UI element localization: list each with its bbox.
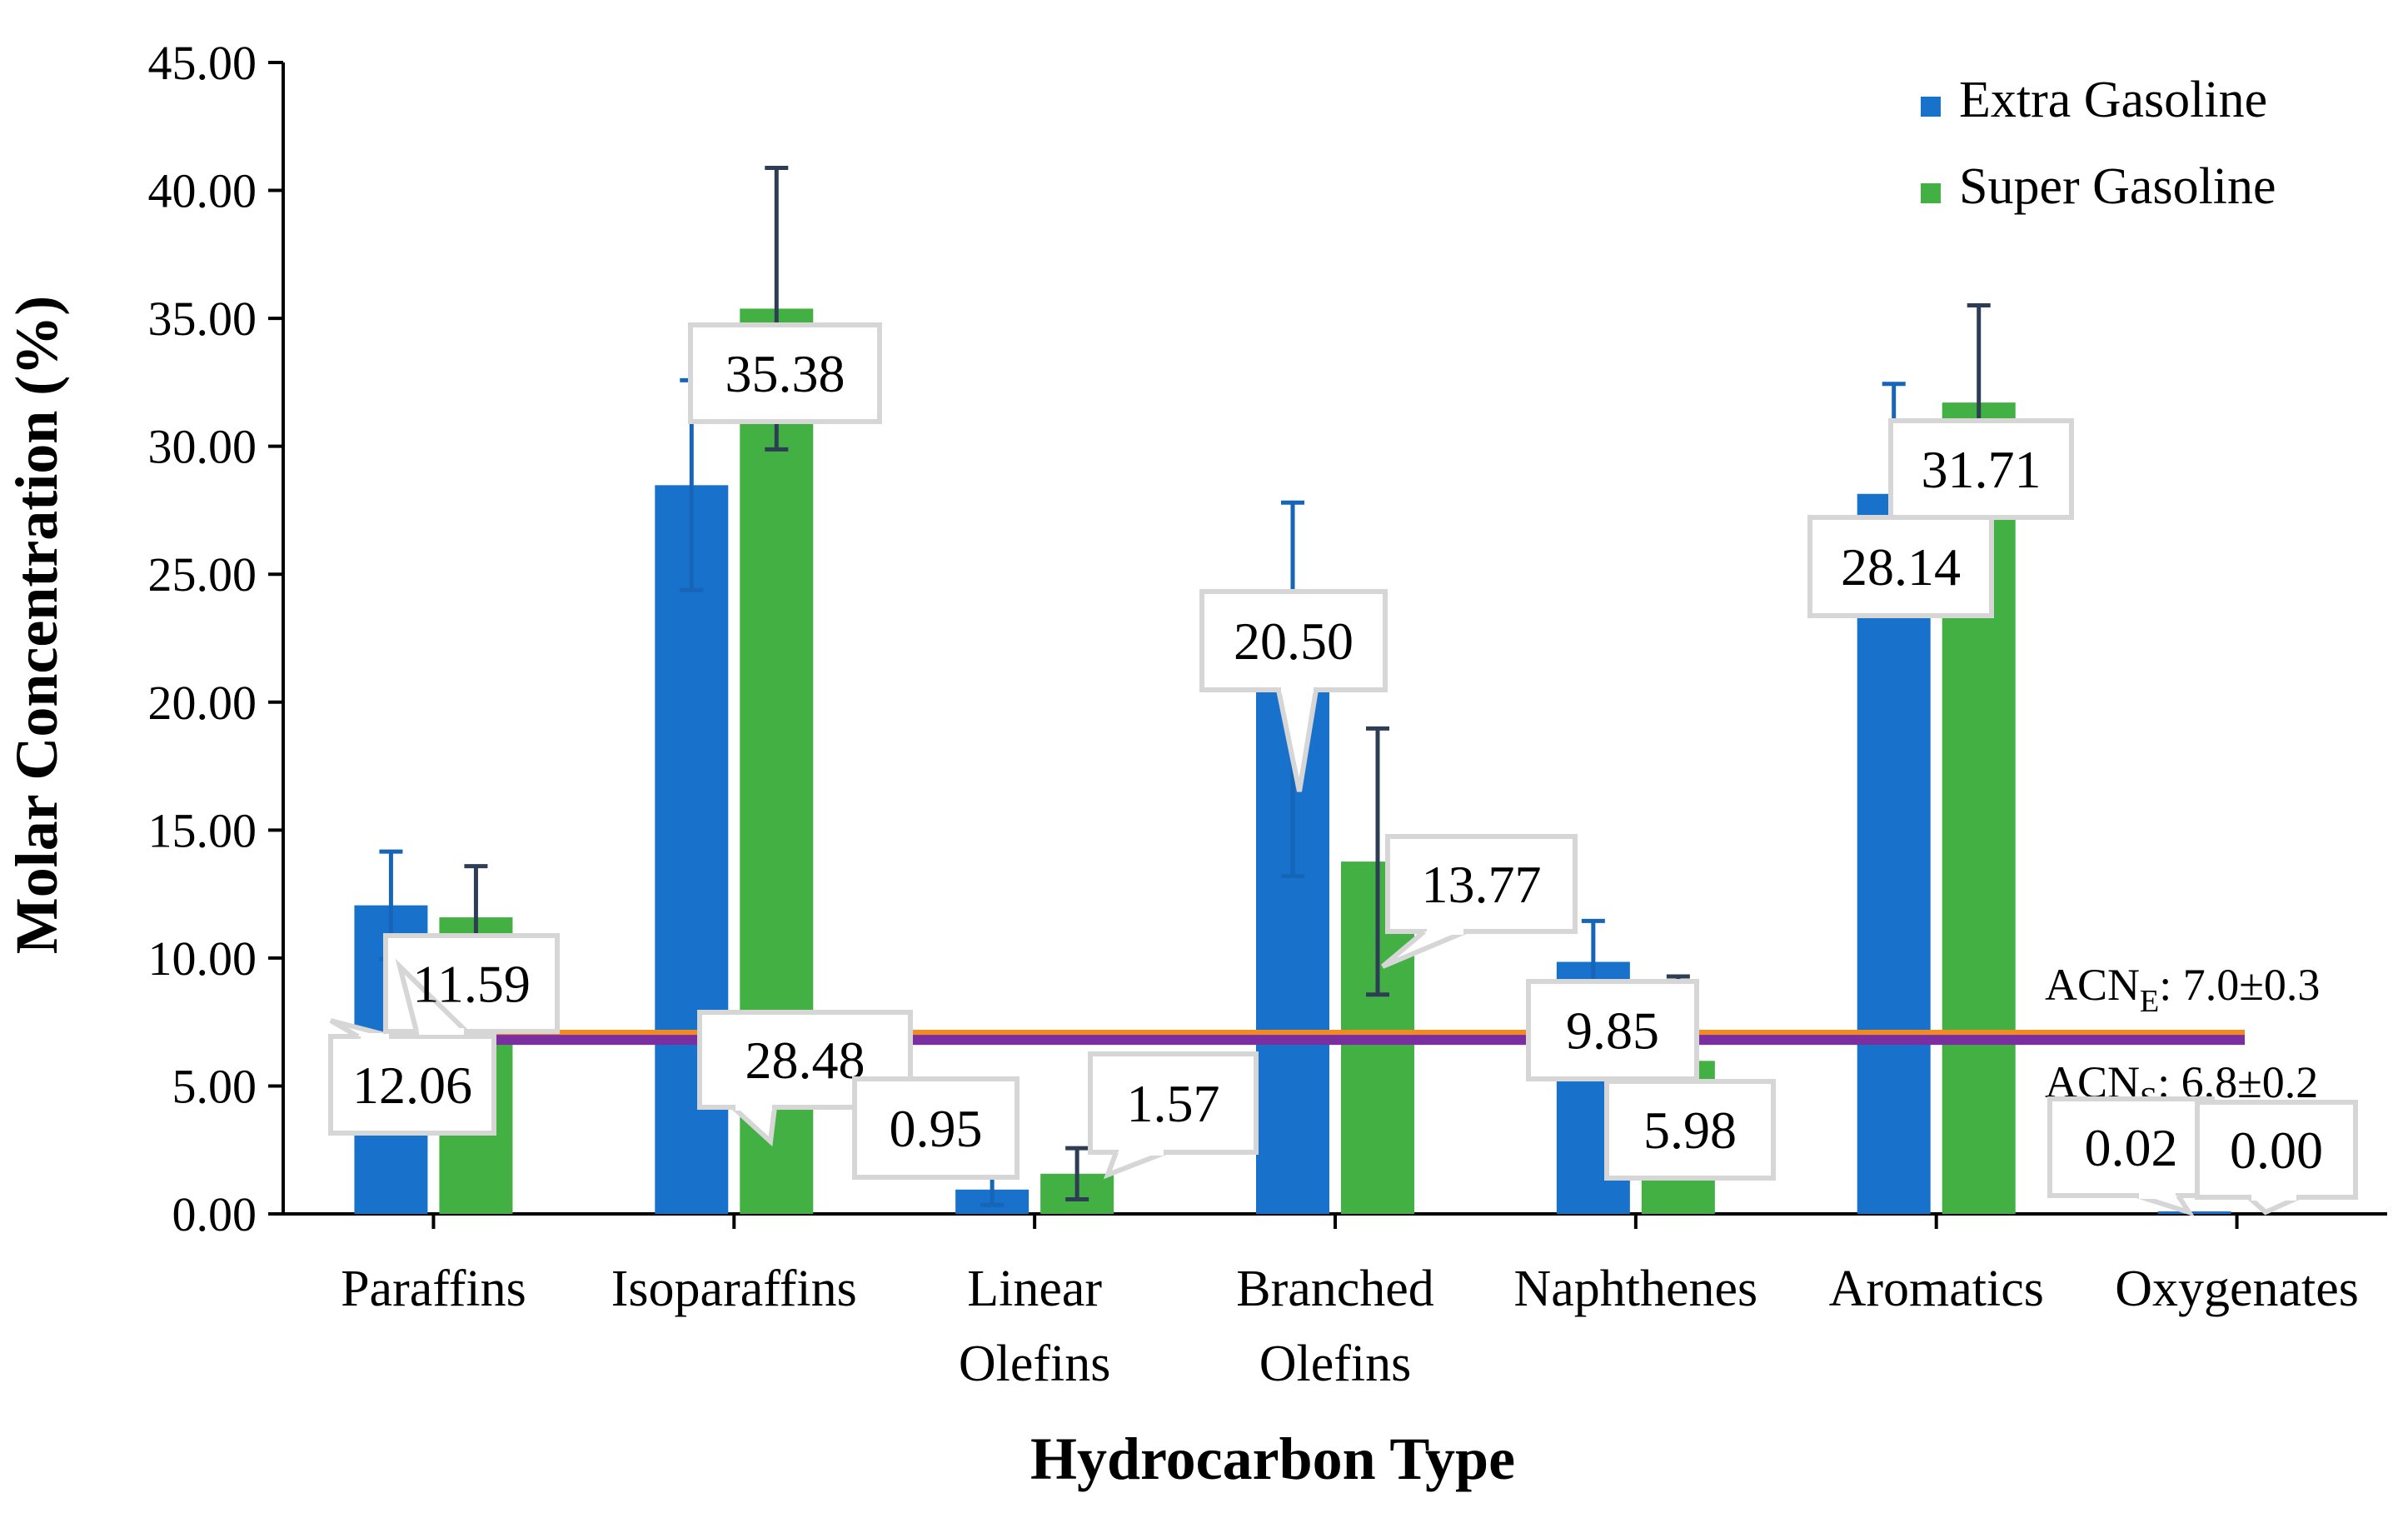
- legend-item: Super Gasoline: [1921, 158, 2276, 215]
- data-label-pointer: [2136, 1193, 2196, 1217]
- data-label-text: 35.38: [725, 344, 845, 403]
- data-label: 35.38: [688, 322, 882, 424]
- x-axis-title: Hydrocarbon Type: [1030, 1426, 1515, 1492]
- data-label: 5.98: [1604, 1079, 1776, 1181]
- y-axis: 0.00 5.00 10.00 15.00 20.00 25.00 30.00 35.00 40…: [148, 36, 285, 1241]
- data-label-text: 5.98: [1643, 1101, 1737, 1160]
- data-label-box: [1088, 1051, 1259, 1155]
- data-label-box: [1888, 418, 2074, 520]
- data-label: 9.85: [1526, 979, 1699, 1081]
- data-label-pointer: [1381, 929, 1468, 969]
- x-axis: Paraffins Isoparaffins Linear Olefins Branch…: [283, 1212, 2387, 1392]
- data-label: 0.02: [2047, 1096, 2215, 1217]
- category-label: Linear: [967, 1261, 1102, 1317]
- data-label-box: [2195, 1100, 2358, 1200]
- data-label: 0.00: [2195, 1100, 2358, 1216]
- data-label: 28.48: [697, 1010, 913, 1147]
- y-tick-label: 0.00: [172, 1187, 257, 1241]
- error-bars-group: [379, 166, 1991, 1207]
- legend-label: Super Gasoline: [1959, 158, 2276, 215]
- data-label: 31.71: [1888, 418, 2074, 520]
- y-tick-label: 20.00: [148, 676, 257, 730]
- data-label-pointer: [1276, 689, 1319, 792]
- category-label: Paraffins: [341, 1261, 526, 1317]
- data-label-box: [1199, 589, 1388, 692]
- data-labels-group: 12.06 28.48 0.95 20.50 9.85 28.14 0.02 11.59 35.…: [328, 322, 2358, 1217]
- data-label: 0.95: [852, 1076, 1020, 1180]
- y-tick-label: 45.00: [148, 36, 257, 90]
- legend: Extra Gasoline Super Gasoline: [1921, 72, 2276, 215]
- data-label-text: 0.00: [2230, 1121, 2323, 1180]
- legend-swatch: [1921, 97, 1941, 117]
- error-bar: [1366, 726, 1389, 997]
- category-label: Isoparaffins: [611, 1261, 857, 1317]
- data-label-text: 0.02: [2085, 1118, 2178, 1177]
- data-label-pointer: [1103, 1150, 1168, 1180]
- y-tick-label: 15.00: [148, 803, 257, 857]
- data-label: 20.50: [1199, 589, 1388, 792]
- data-label-text: 28.14: [1841, 537, 1961, 597]
- data-label-pointer: [730, 1105, 777, 1147]
- category-label: Oxygenates: [2115, 1261, 2359, 1317]
- y-axis-title: Molar Concentration (%): [3, 296, 70, 955]
- data-label-pointer: [395, 958, 469, 1034]
- reference-line-label: ACNE: 7.0±0.3: [2045, 960, 2320, 1019]
- category-label: Aromatics: [1829, 1261, 2044, 1317]
- data-label: 12.06: [328, 1018, 496, 1136]
- error-bar: [1065, 1146, 1089, 1201]
- data-label-box: [852, 1076, 1020, 1180]
- data-label-text: 11.59: [412, 955, 531, 1014]
- data-label: 28.14: [1807, 515, 1994, 618]
- data-label-text: 1.57: [1127, 1074, 1220, 1133]
- y-tick-label: 30.00: [148, 420, 257, 474]
- y-tick-label: 5.00: [172, 1059, 257, 1113]
- legend-item: Extra Gasoline: [1921, 72, 2267, 128]
- legend-swatch: [1921, 183, 1941, 203]
- category-label: Olefins: [1259, 1336, 1412, 1392]
- data-label-box: [328, 1034, 496, 1136]
- legend-label: Extra Gasoline: [1959, 72, 2267, 128]
- y-tick-label: 40.00: [148, 164, 257, 218]
- data-label-text: 0.95: [890, 1099, 983, 1158]
- data-label: 11.59: [383, 933, 560, 1035]
- data-label-pointer: [2246, 1195, 2301, 1216]
- data-label-text: 9.85: [1566, 1001, 1659, 1061]
- y-tick-label: 25.00: [148, 547, 257, 602]
- data-label-box: [688, 322, 882, 424]
- data-label: 1.57: [1088, 1051, 1259, 1180]
- data-label-text: 13.77: [1422, 855, 1542, 914]
- data-label: 13.77: [1381, 834, 1578, 969]
- y-tick-label: 10.00: [148, 931, 257, 986]
- data-label-pointer: [329, 1018, 392, 1039]
- category-label: Olefins: [959, 1336, 1111, 1392]
- data-label-text: 31.71: [1922, 440, 2042, 499]
- category-label: Naphthenes: [1514, 1261, 1758, 1317]
- data-label-text: 12.06: [352, 1056, 472, 1115]
- category-label: Branched: [1236, 1261, 1434, 1317]
- data-label-text: 20.50: [1234, 612, 1354, 671]
- y-tick-label: 35.00: [148, 292, 257, 346]
- data-label-box: [1604, 1079, 1776, 1181]
- data-label-box: [1385, 834, 1578, 934]
- data-label-text: 28.48: [745, 1031, 865, 1090]
- bar: [2157, 1211, 2231, 1214]
